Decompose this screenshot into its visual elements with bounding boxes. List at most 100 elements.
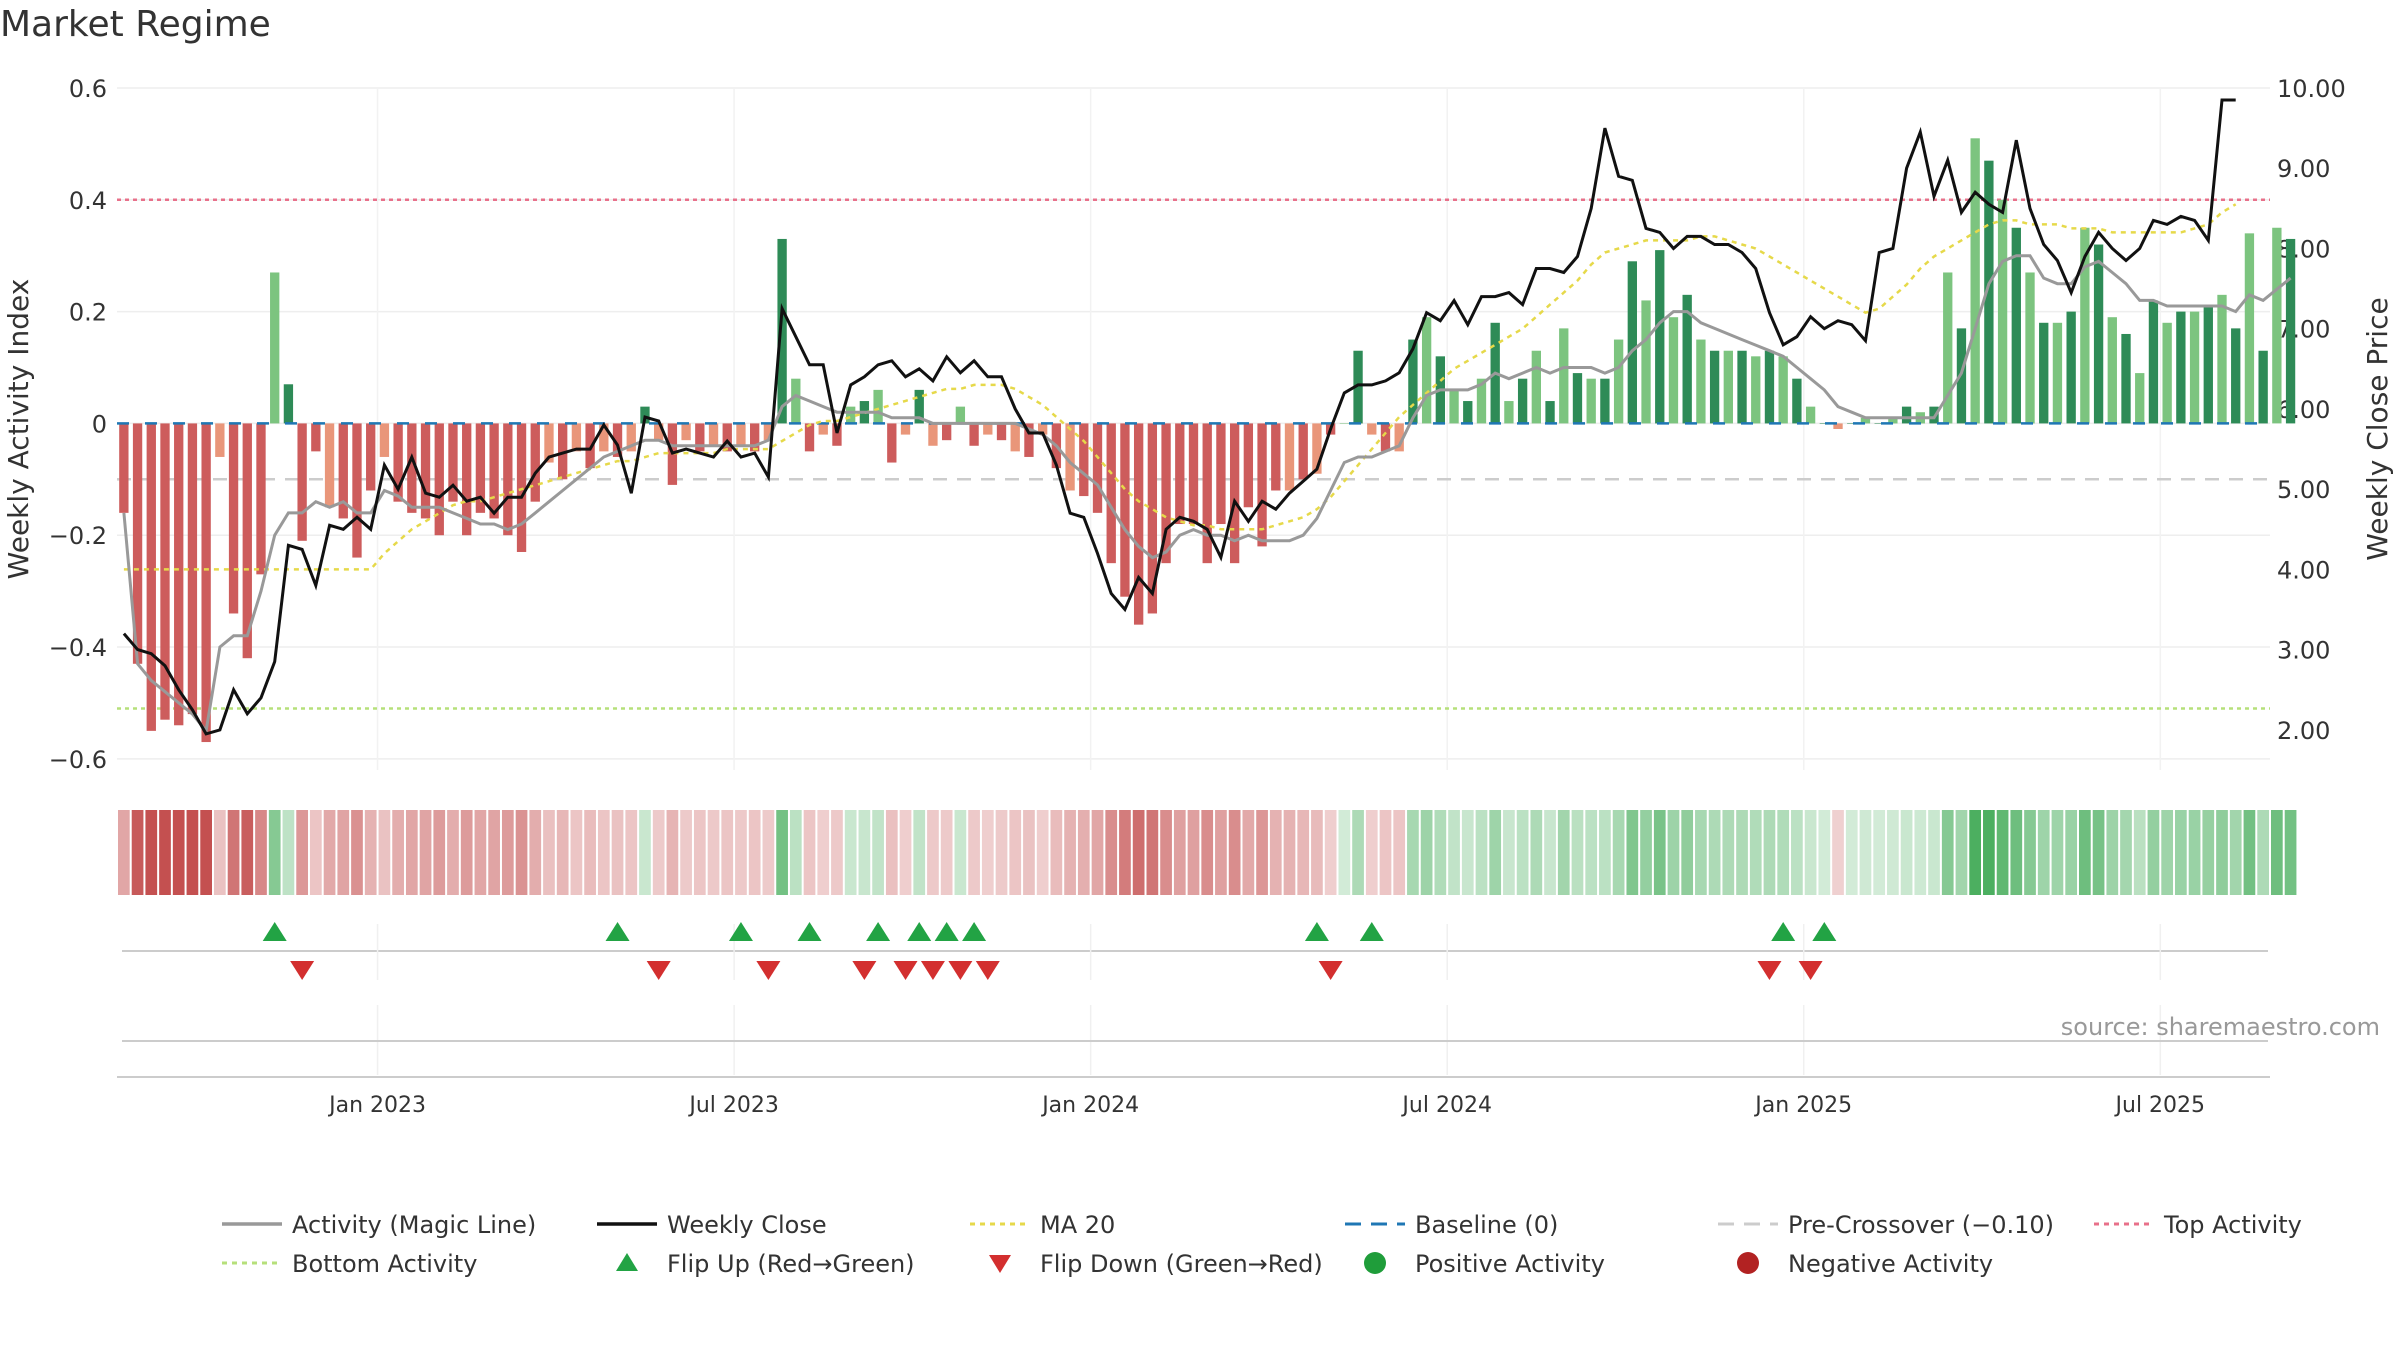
activity-bar xyxy=(2148,300,2159,424)
activity-bar xyxy=(283,384,294,424)
activity-bar xyxy=(2272,227,2282,424)
activity-bar xyxy=(681,423,691,441)
activity-bar xyxy=(1682,294,1692,424)
activity-bar xyxy=(1380,423,1391,452)
heat-cell xyxy=(1173,810,1186,895)
heat-cell xyxy=(913,810,926,895)
heat-cell xyxy=(200,810,212,895)
heat-cell xyxy=(2229,810,2242,895)
activity-bar xyxy=(516,423,527,552)
left-tick-label: 0.4 xyxy=(69,187,107,215)
activity-bar xyxy=(201,423,211,743)
activity-bar xyxy=(1065,423,1075,491)
x-tick-label: Jan 2025 xyxy=(1753,1093,1852,1118)
activity-bar xyxy=(1531,350,1541,424)
activity-bar xyxy=(558,423,568,480)
heat-cell xyxy=(611,810,624,895)
flip-up-marker xyxy=(1359,922,1384,941)
heat-cell xyxy=(2188,810,2201,895)
heat-cell xyxy=(1434,810,1447,895)
heat-cell xyxy=(1695,810,1707,895)
weekly-close-line xyxy=(122,98,2236,736)
heat-cell xyxy=(954,810,967,895)
legend-dot-icon xyxy=(1364,1252,1386,1274)
heat-cell xyxy=(2161,810,2174,895)
legend-label: MA 20 xyxy=(1040,1211,1115,1239)
heat-cell xyxy=(1009,810,1022,895)
right-tick-label: 6.00 xyxy=(2277,396,2330,424)
heat-cell xyxy=(1050,810,1063,895)
activity-bar xyxy=(228,423,239,614)
activity-bar xyxy=(1613,339,1624,424)
heat-cell xyxy=(1873,810,1886,895)
legend-label: Weekly Close xyxy=(667,1211,827,1239)
heat-cell xyxy=(639,810,651,895)
legend-item: MA 20 xyxy=(970,1211,1115,1239)
activity-bar xyxy=(1353,350,1363,424)
activity-bar xyxy=(1243,423,1254,508)
left-tick-label: −0.6 xyxy=(49,746,107,774)
heat-cell xyxy=(1599,810,1611,895)
legend-item: Flip Down (Green→Red) xyxy=(989,1250,1323,1278)
heat-cell xyxy=(488,810,500,895)
heat-cell xyxy=(2010,810,2023,895)
heat-cell xyxy=(1365,810,1378,895)
flip-down-marker xyxy=(1757,961,1782,980)
activity-bar xyxy=(434,423,444,536)
activity-bar xyxy=(338,423,348,519)
heat-cell xyxy=(1064,810,1076,895)
heat-cell xyxy=(776,810,788,895)
heat-cell xyxy=(2257,810,2269,895)
activity-bar xyxy=(119,423,129,513)
activity-bar xyxy=(2135,373,2145,424)
activity-bar xyxy=(791,378,801,424)
heat-cell xyxy=(1818,810,1831,895)
heat-cell xyxy=(1036,810,1049,895)
activity-bar xyxy=(1792,378,1802,424)
activity-bar xyxy=(1723,350,1733,424)
heat-cell xyxy=(447,810,459,895)
activity-bar xyxy=(1559,328,1569,424)
activity-bar xyxy=(941,423,952,441)
legend-item: Top Activity xyxy=(2094,1211,2302,1239)
activity-bar xyxy=(530,423,540,502)
activity-bar xyxy=(708,423,719,446)
activity-bar xyxy=(2258,350,2268,424)
heat-cell xyxy=(1791,810,1803,895)
heat-cell xyxy=(186,810,199,895)
flip-down-marker xyxy=(920,961,945,980)
activity-bar xyxy=(1751,356,1761,424)
heat-cell xyxy=(131,810,144,895)
activity-bar xyxy=(1668,317,1679,424)
left-axis-ticks: 0.6 0.4 0.2 0 −0.2 −0.4 −0.6 xyxy=(49,75,107,774)
right-tick-label: 2.00 xyxy=(2277,717,2330,745)
activity-bar xyxy=(983,423,993,435)
heat-cell xyxy=(1091,810,1104,895)
heat-cell xyxy=(1585,810,1598,895)
left-tick-label: −0.4 xyxy=(49,634,107,662)
heat-cell xyxy=(2243,810,2256,895)
heat-cell xyxy=(1722,810,1735,895)
right-tick-label: 5.00 xyxy=(2277,476,2330,504)
activity-bar xyxy=(187,423,198,715)
heat-cell xyxy=(529,810,542,895)
heat-cell xyxy=(159,810,171,895)
heat-cell xyxy=(392,810,404,895)
flip-up-marker xyxy=(1304,922,1329,941)
heat-cell xyxy=(1146,810,1159,895)
activity-bar xyxy=(1298,423,1308,480)
right-tick-label: 3.00 xyxy=(2277,637,2330,665)
activity-bar xyxy=(599,423,609,452)
heat-cell xyxy=(899,810,912,895)
lower-panel xyxy=(117,1005,2270,1078)
heat-cell xyxy=(1983,810,1995,895)
heat-cell xyxy=(145,810,158,895)
activity-bar xyxy=(1709,350,1720,424)
heat-cell xyxy=(1228,810,1241,895)
flip-up-marker xyxy=(1771,922,1796,941)
heat-cell xyxy=(2271,810,2283,895)
heat-cell xyxy=(1640,810,1652,895)
flip-up-icon xyxy=(616,1253,638,1271)
heat-cell xyxy=(1475,810,1488,895)
activity-bar xyxy=(1627,261,1637,424)
